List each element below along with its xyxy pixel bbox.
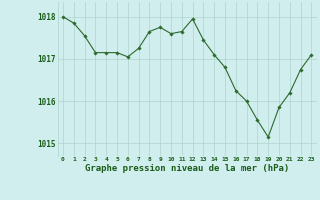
X-axis label: Graphe pression niveau de la mer (hPa): Graphe pression niveau de la mer (hPa) <box>85 164 289 173</box>
